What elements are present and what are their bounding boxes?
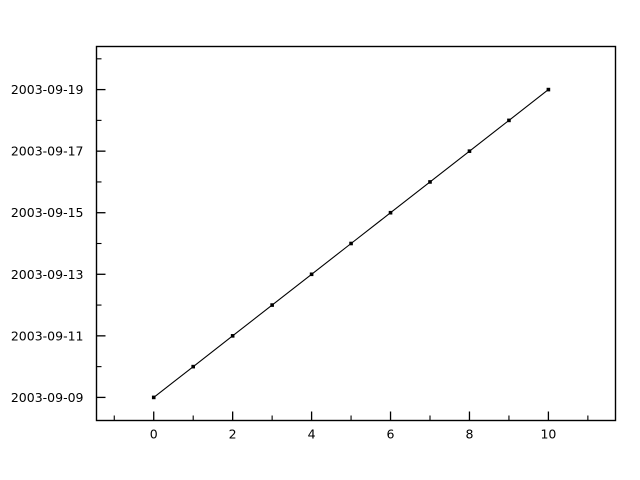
x-axis-minor-ticks <box>113 415 589 421</box>
x-tick-label: 6 <box>387 427 395 442</box>
y-tick-label: 2003-09-17 <box>11 144 84 159</box>
data-point-marker <box>191 364 195 369</box>
y-axis-major-ticks <box>96 88 106 399</box>
x-tick-label: 10 <box>540 427 556 442</box>
data-point-marker <box>388 210 393 215</box>
y-axis-tick-labels: 2003-09-09 2003-09-11 2003-09-13 2003-09-15… <box>11 82 84 405</box>
data-point-marker <box>546 87 551 92</box>
x-tick-label: 8 <box>465 427 473 442</box>
y-tick-label: 2003-09-09 <box>11 390 84 405</box>
data-point-marker <box>467 149 472 153</box>
y-tick-label: 2003-09-11 <box>11 328 84 343</box>
x-axis-major-ticks <box>153 411 550 421</box>
data-point-marker <box>151 395 156 400</box>
y-tick-label: 2003-09-15 <box>11 205 84 220</box>
data-point-markers <box>151 87 551 400</box>
data-point-marker <box>309 272 314 277</box>
data-point-marker <box>428 180 432 184</box>
y-tick-label: 2003-09-19 <box>11 82 84 97</box>
x-tick-label: 0 <box>150 427 158 442</box>
y-axis-minor-ticks <box>96 58 102 368</box>
data-point-marker <box>270 303 274 307</box>
x-tick-label: 4 <box>308 427 316 442</box>
y-tick-label: 2003-09-13 <box>11 267 84 282</box>
x-axis-tick-labels: 0 2 4 6 8 10 <box>150 427 557 442</box>
plot-frame <box>95 45 617 422</box>
x-tick-label: 2 <box>229 427 237 442</box>
data-point-marker <box>507 118 511 123</box>
data-point-marker <box>230 334 235 338</box>
data-point-marker <box>349 241 353 246</box>
